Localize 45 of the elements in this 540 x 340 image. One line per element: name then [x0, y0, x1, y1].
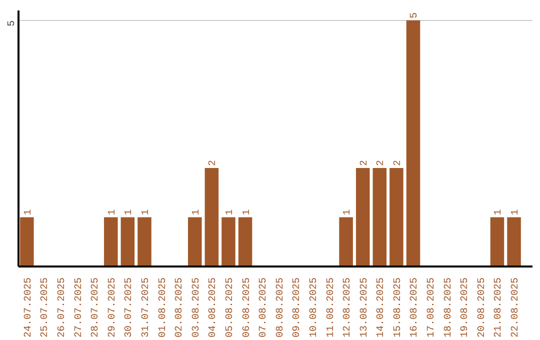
x-tick-label: 28.07.2025 — [90, 277, 102, 338]
x-tick-label: 12.08.2025 — [342, 277, 354, 338]
data-label: 2 — [359, 160, 370, 166]
x-tick-label: 10.08.2025 — [308, 277, 320, 338]
data-label: 1 — [140, 209, 152, 216]
x-tick-label: 02.08.2025 — [174, 277, 186, 338]
x-tick-label: 26.07.2025 — [56, 277, 68, 338]
x-tick-label: 14.08.2025 — [376, 277, 388, 338]
x-tick-label: 18.08.2025 — [443, 277, 454, 338]
data-label: 1 — [23, 209, 34, 216]
x-tick-label: 29.07.2025 — [107, 277, 118, 338]
data-label: 1 — [510, 209, 522, 216]
data-label: 1 — [124, 209, 136, 216]
x-tick-label: 04.08.2025 — [208, 277, 220, 338]
x-tick-label: 06.08.2025 — [242, 277, 253, 338]
x-tick-label: 03.08.2025 — [191, 277, 202, 338]
x-tick-label: 25.07.2025 — [40, 277, 52, 338]
data-label: 2 — [208, 160, 220, 166]
x-tick-label: 31.07.2025 — [140, 277, 152, 338]
data-label: 1 — [242, 209, 253, 216]
x-tick-label: 20.08.2025 — [476, 277, 488, 338]
x-tick-label: 15.08.2025 — [392, 277, 404, 338]
x-tick-label: 08.08.2025 — [275, 277, 286, 338]
x-tick-label: 30.07.2025 — [124, 277, 136, 338]
x-tick-label: 07.08.2025 — [258, 277, 270, 338]
x-tick-label: 24.07.2025 — [23, 277, 34, 338]
x-tick-label: 19.08.2025 — [460, 277, 472, 338]
x-tick-label: 16.08.2025 — [410, 277, 421, 338]
x-tick-label: 13.08.2025 — [359, 277, 370, 338]
x-tick-label: 09.08.2025 — [292, 277, 304, 338]
data-label: 2 — [392, 160, 404, 166]
x-tick-label: 22.08.2025 — [510, 277, 522, 338]
data-label: 2 — [376, 160, 388, 166]
x-tick-label: 17.08.2025 — [426, 277, 438, 338]
data-label: 1 — [107, 209, 118, 216]
data-label: 1 — [224, 209, 236, 216]
x-tick-label: 27.07.2025 — [74, 277, 85, 338]
data-label: 5 — [410, 12, 421, 18]
data-label: 1 — [191, 209, 202, 216]
x-tick-label: 05.08.2025 — [224, 277, 236, 338]
x-tick-label: 21.08.2025 — [494, 277, 505, 338]
data-label: 1 — [342, 209, 354, 216]
x-tick-label: 01.08.2025 — [158, 277, 169, 338]
data-label: 1 — [494, 209, 505, 216]
x-tick-label: 11.08.2025 — [326, 277, 337, 338]
